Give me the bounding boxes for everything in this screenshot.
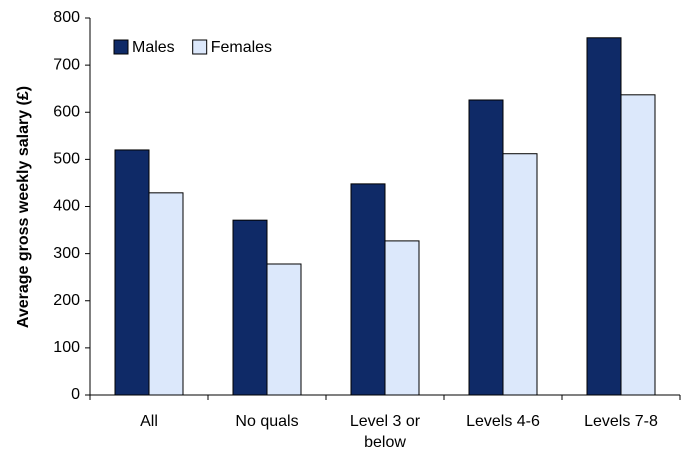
bar	[350, 183, 386, 396]
legend-label: Males	[132, 39, 175, 56]
y-tick-label: 500	[53, 151, 80, 168]
x-tick-label: All	[140, 413, 158, 430]
y-tick-label: 800	[53, 9, 80, 26]
bar	[232, 219, 268, 396]
x-tick-label: Levels 4-6	[466, 413, 540, 430]
y-tick-label: 400	[53, 198, 80, 215]
bar	[468, 99, 504, 396]
y-tick-label: 0	[71, 386, 80, 403]
x-tick-label: Levels 7-8	[584, 413, 658, 430]
bar	[148, 192, 184, 396]
bar	[502, 153, 538, 396]
x-tick-label: Level 3 or below	[349, 413, 421, 451]
legend-label: Females	[211, 39, 272, 56]
y-axis-label: Average gross weekly salary (£)	[15, 86, 32, 328]
x-tick-label: No quals	[235, 413, 299, 430]
y-tick-label: 300	[53, 245, 80, 262]
bar	[114, 149, 150, 396]
bar	[620, 94, 656, 396]
bar	[586, 37, 622, 396]
y-tick-label: 100	[53, 339, 80, 356]
bar	[266, 263, 302, 396]
y-tick-label: 200	[53, 292, 80, 309]
y-tick-label: 600	[53, 103, 80, 120]
legend-swatch	[113, 39, 129, 55]
y-tick-label: 700	[53, 56, 80, 73]
legend-swatch	[192, 39, 208, 55]
bar	[384, 240, 420, 396]
